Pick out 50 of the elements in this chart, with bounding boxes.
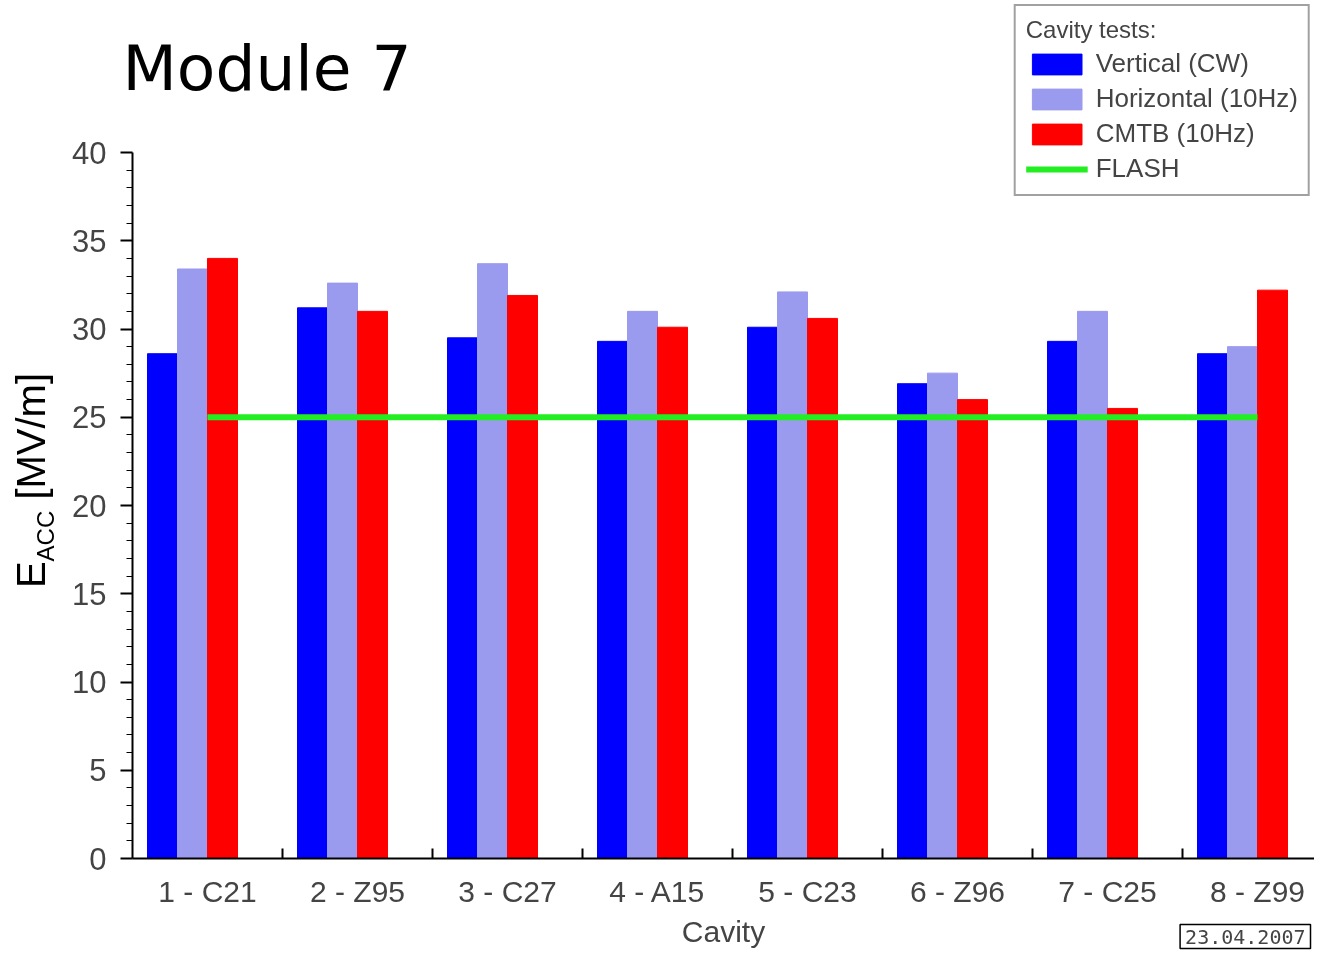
legend-label: Horizontal (10Hz)	[1095, 83, 1298, 114]
legend-label: CMTB (10Hz)	[1095, 118, 1255, 149]
bar	[177, 268, 208, 859]
bar	[747, 326, 778, 859]
y-tick-label: 5	[89, 753, 107, 789]
bar	[957, 399, 988, 859]
y-tick-label: 0	[89, 841, 107, 877]
bar	[1107, 407, 1138, 859]
x-tick-label: 7 - C25	[1058, 874, 1157, 908]
y-axis-title: EACC [MV/m]	[8, 372, 59, 589]
bar	[1257, 289, 1288, 859]
bar	[777, 291, 808, 859]
bar	[927, 372, 958, 859]
x-tick-label: 8 - Z99	[1209, 874, 1306, 908]
y-tick-label: 10	[72, 665, 107, 700]
y-tick-label: 20	[72, 488, 107, 524]
y-tick-label: 25	[72, 400, 107, 436]
x-tick-label: 6 - Z96	[909, 874, 1006, 908]
legend-label: Vertical (CW)	[1095, 48, 1249, 79]
bar	[207, 257, 238, 859]
legend-label: FLASH	[1095, 153, 1180, 184]
y-tick-label: 30	[72, 312, 107, 347]
bar	[357, 310, 388, 859]
bar	[507, 294, 538, 859]
x-tick-label: 5 - C23	[758, 874, 857, 908]
x-tick-label: 2 - Z95	[309, 874, 406, 908]
x-tick-label: 1 - C21	[158, 874, 257, 908]
legend-title: Cavity tests:	[1025, 16, 1158, 44]
bar	[1227, 346, 1258, 859]
bar	[627, 310, 658, 859]
y-tick-label: 40	[72, 135, 107, 171]
x-tick-label: 3 - C27	[458, 874, 557, 908]
text: 23.04.2007	[1185, 924, 1306, 949]
bar	[477, 263, 508, 859]
y-tick-label: 15	[72, 576, 107, 612]
bar	[807, 317, 838, 859]
bar	[1077, 310, 1108, 859]
bar	[147, 353, 178, 859]
bar	[1047, 340, 1078, 859]
bar	[297, 307, 328, 859]
bar	[657, 326, 688, 859]
x-axis-title: Cavity	[681, 914, 766, 948]
chart-title: Module 7	[122, 32, 412, 105]
bar	[327, 282, 358, 859]
y-tick-label: 35	[72, 223, 107, 259]
bar	[1197, 353, 1228, 859]
bar	[447, 337, 478, 859]
bar	[897, 383, 928, 859]
bar	[597, 340, 628, 859]
x-tick-label: 4 - A15	[609, 874, 705, 908]
